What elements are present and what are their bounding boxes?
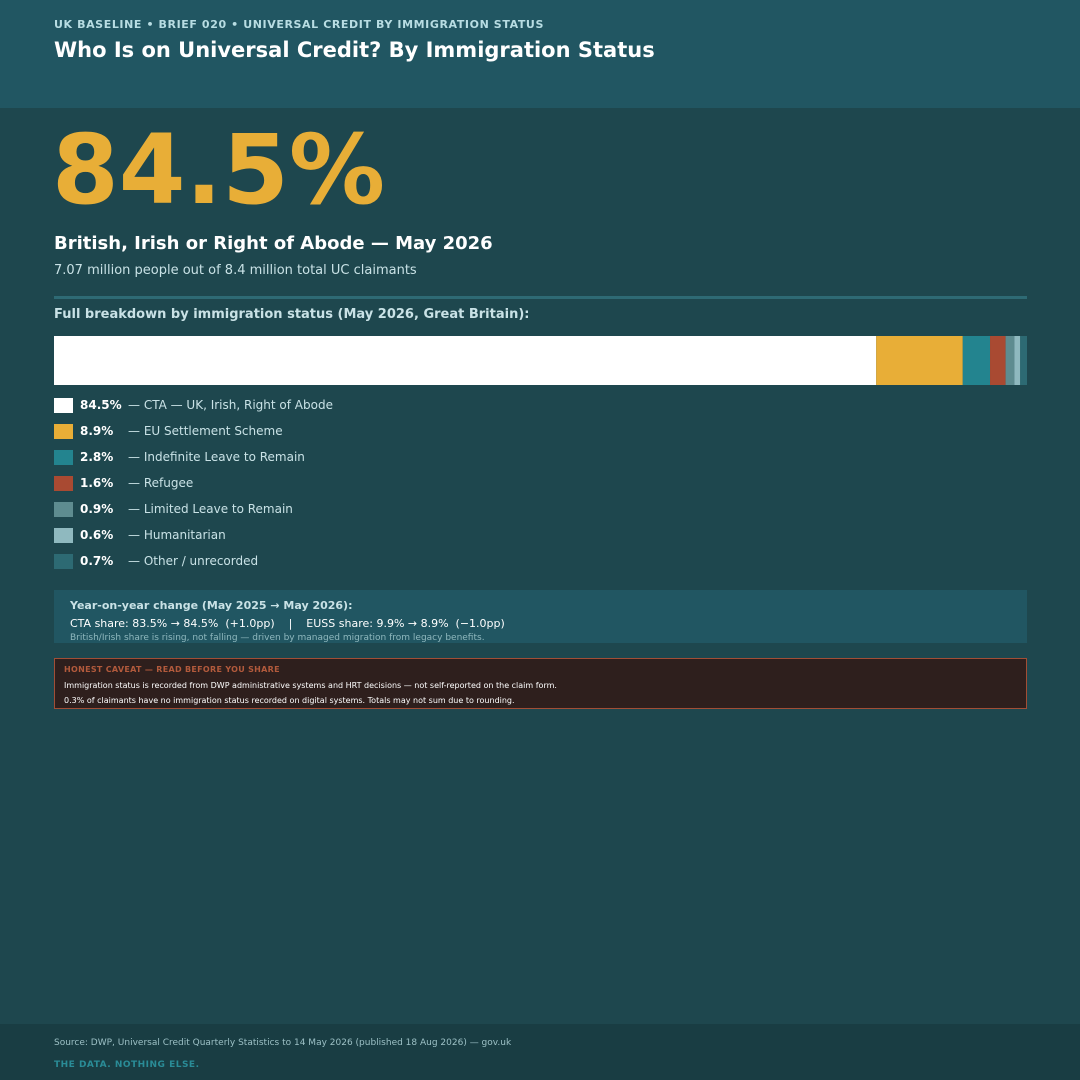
legend-value: 84.5% bbox=[80, 398, 122, 412]
breakdown-title: Full breakdown by immigration status (Ma… bbox=[54, 307, 530, 322]
stacked-bar-chart bbox=[54, 336, 1027, 385]
legend-item: 0.7% — Other / unrecorded bbox=[54, 553, 654, 571]
legend-swatch bbox=[54, 502, 73, 517]
bar-segment-6 bbox=[1020, 336, 1027, 385]
bar-segment-1 bbox=[876, 336, 963, 385]
caveat-line-2: 0.3% of claimants have no immigration st… bbox=[64, 696, 515, 705]
yoy-figures: CTA share: 83.5% → 84.5% (+1.0pp) | EUSS… bbox=[70, 617, 505, 630]
caveat-panel: HONEST CAVEAT — READ BEFORE YOU SHARE Im… bbox=[54, 658, 1027, 709]
legend-swatch bbox=[54, 528, 73, 543]
header-band: UK BASELINE • BRIEF 020 • UNIVERSAL CRED… bbox=[0, 0, 1080, 108]
yoy-change-panel: Year-on-year change (May 2025 → May 2026… bbox=[54, 590, 1027, 643]
source-citation: Source: DWP, Universal Credit Quarterly … bbox=[54, 1038, 512, 1048]
bar-segment-5 bbox=[1014, 336, 1021, 385]
legend-value: 0.7% bbox=[80, 554, 114, 568]
caveat-title: HONEST CAVEAT — READ BEFORE YOU SHARE bbox=[64, 665, 280, 674]
bar-segment-3 bbox=[990, 336, 1006, 385]
page-title: Who Is on Universal Credit? By Immigrati… bbox=[54, 38, 655, 62]
caveat-line-1: Immigration status is recorded from DWP … bbox=[64, 681, 557, 690]
legend-value: 1.6% bbox=[80, 476, 114, 490]
bar-segment-0 bbox=[54, 336, 877, 385]
hero-stat-label: British, Irish or Right of Abode — May 2… bbox=[54, 233, 493, 254]
legend-item: 1.6% — Refugee bbox=[54, 475, 654, 493]
hero-stat-subtext: 7.07 million people out of 8.4 million t… bbox=[54, 263, 417, 278]
legend-item: 2.8% — Indefinite Leave to Remain bbox=[54, 449, 654, 467]
legend-item: 84.5% — CTA — UK, Irish, Right of Abode bbox=[54, 397, 654, 415]
legend-label: — CTA — UK, Irish, Right of Abode bbox=[128, 398, 333, 412]
footer-band: Source: DWP, Universal Credit Quarterly … bbox=[0, 1024, 1080, 1080]
legend-value: 0.9% bbox=[80, 502, 114, 516]
legend-label: — Indefinite Leave to Remain bbox=[128, 450, 305, 464]
legend-value: 8.9% bbox=[80, 424, 114, 438]
legend-item: 0.6% — Humanitarian bbox=[54, 527, 654, 545]
brief-kicker: UK BASELINE • BRIEF 020 • UNIVERSAL CRED… bbox=[54, 18, 544, 31]
legend-swatch bbox=[54, 424, 73, 439]
legend-swatch bbox=[54, 398, 73, 413]
legend-label: — Humanitarian bbox=[128, 528, 226, 542]
yoy-title: Year-on-year change (May 2025 → May 2026… bbox=[70, 599, 353, 612]
legend-label: — EU Settlement Scheme bbox=[128, 424, 283, 438]
legend-item: 0.9% — Limited Leave to Remain bbox=[54, 501, 654, 519]
legend-swatch bbox=[54, 554, 73, 569]
section-divider bbox=[54, 296, 1027, 299]
legend-label: — Limited Leave to Remain bbox=[128, 502, 293, 516]
yoy-note: British/Irish share is rising, not falli… bbox=[70, 633, 485, 643]
legend-value: 0.6% bbox=[80, 528, 114, 542]
legend-label: — Refugee bbox=[128, 476, 194, 490]
legend-swatch bbox=[54, 476, 73, 491]
bar-segment-2 bbox=[962, 336, 991, 385]
bar-segment-4 bbox=[1005, 336, 1015, 385]
legend-value: 2.8% bbox=[80, 450, 114, 464]
legend-swatch bbox=[54, 450, 73, 465]
legend-item: 8.9% — EU Settlement Scheme bbox=[54, 423, 654, 441]
hero-stat-value: 84.5% bbox=[52, 114, 386, 226]
footer-tagline: THE DATA. NOTHING ELSE. bbox=[54, 1060, 200, 1070]
legend-label: — Other / unrecorded bbox=[128, 554, 259, 568]
